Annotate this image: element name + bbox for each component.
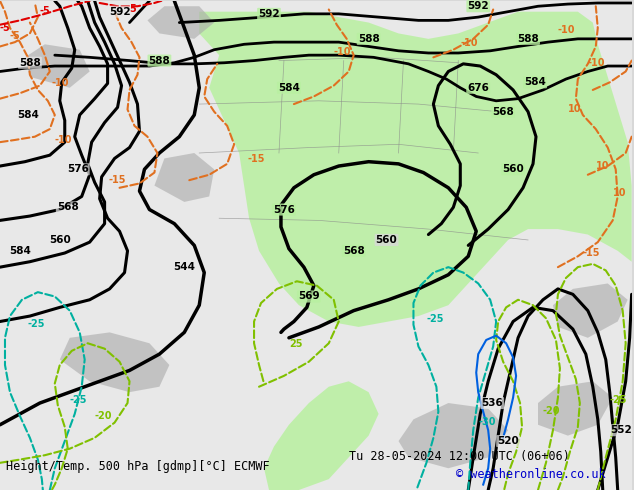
Text: 10: 10 xyxy=(596,161,609,172)
Text: 560: 560 xyxy=(49,235,70,245)
Text: 568: 568 xyxy=(343,246,365,256)
Text: Height/Temp. 500 hPa [gdmp][°C] ECMWF: Height/Temp. 500 hPa [gdmp][°C] ECMWF xyxy=(6,460,270,473)
Text: -10: -10 xyxy=(460,39,478,49)
Text: 25: 25 xyxy=(289,339,302,348)
Text: -5: -5 xyxy=(0,23,11,33)
Text: 588: 588 xyxy=(517,34,539,44)
Text: 10: 10 xyxy=(612,189,626,198)
Text: 592: 592 xyxy=(258,9,280,19)
Text: 592: 592 xyxy=(109,7,131,17)
Text: 569: 569 xyxy=(298,292,320,301)
Text: -30: -30 xyxy=(478,417,496,427)
Text: 676: 676 xyxy=(467,83,489,93)
Text: © weatheronline.co.uk: © weatheronline.co.uk xyxy=(456,468,606,481)
Text: -15: -15 xyxy=(247,154,264,164)
Text: 568: 568 xyxy=(492,107,514,117)
Text: 536: 536 xyxy=(481,398,503,408)
Text: 584: 584 xyxy=(17,110,39,120)
Polygon shape xyxy=(148,6,214,39)
Text: -10: -10 xyxy=(52,77,69,88)
Polygon shape xyxy=(155,153,214,202)
Text: -10: -10 xyxy=(55,135,72,145)
Text: 592: 592 xyxy=(467,1,489,11)
Text: 584: 584 xyxy=(9,246,31,256)
Text: -10: -10 xyxy=(333,47,351,57)
Text: 588: 588 xyxy=(358,34,380,44)
Text: -25: -25 xyxy=(610,395,627,405)
Text: -15: -15 xyxy=(583,248,600,258)
Text: -20: -20 xyxy=(543,406,560,416)
Text: 576: 576 xyxy=(273,204,295,215)
Text: -10: -10 xyxy=(588,58,605,68)
Text: -5: -5 xyxy=(10,31,21,41)
Text: Tu 28-05-2024 12:00 UTC (06+06): Tu 28-05-2024 12:00 UTC (06+06) xyxy=(349,450,569,463)
Text: 584: 584 xyxy=(278,83,300,93)
Polygon shape xyxy=(199,12,631,327)
Text: 560: 560 xyxy=(502,164,524,174)
Text: 520: 520 xyxy=(497,436,519,446)
Polygon shape xyxy=(25,44,89,88)
Text: -10: -10 xyxy=(558,25,576,35)
Text: 576: 576 xyxy=(67,164,89,174)
Polygon shape xyxy=(553,283,628,338)
Text: 584: 584 xyxy=(524,77,546,87)
Text: -25: -25 xyxy=(427,314,444,323)
Text: 560: 560 xyxy=(376,235,398,245)
Polygon shape xyxy=(60,332,169,392)
Text: -25: -25 xyxy=(28,319,46,329)
Polygon shape xyxy=(538,381,612,436)
Text: 544: 544 xyxy=(173,262,195,272)
Text: 588: 588 xyxy=(19,58,41,68)
Text: -5: -5 xyxy=(40,6,51,16)
Text: 588: 588 xyxy=(148,55,171,66)
Text: -25: -25 xyxy=(70,395,87,405)
Text: -15: -15 xyxy=(109,175,126,185)
Polygon shape xyxy=(264,381,378,490)
Text: 10: 10 xyxy=(568,104,581,114)
Text: -20: -20 xyxy=(94,411,112,421)
Text: 552: 552 xyxy=(610,425,631,435)
Text: 5: 5 xyxy=(129,4,136,14)
Text: 568: 568 xyxy=(57,202,79,212)
Polygon shape xyxy=(399,403,508,468)
